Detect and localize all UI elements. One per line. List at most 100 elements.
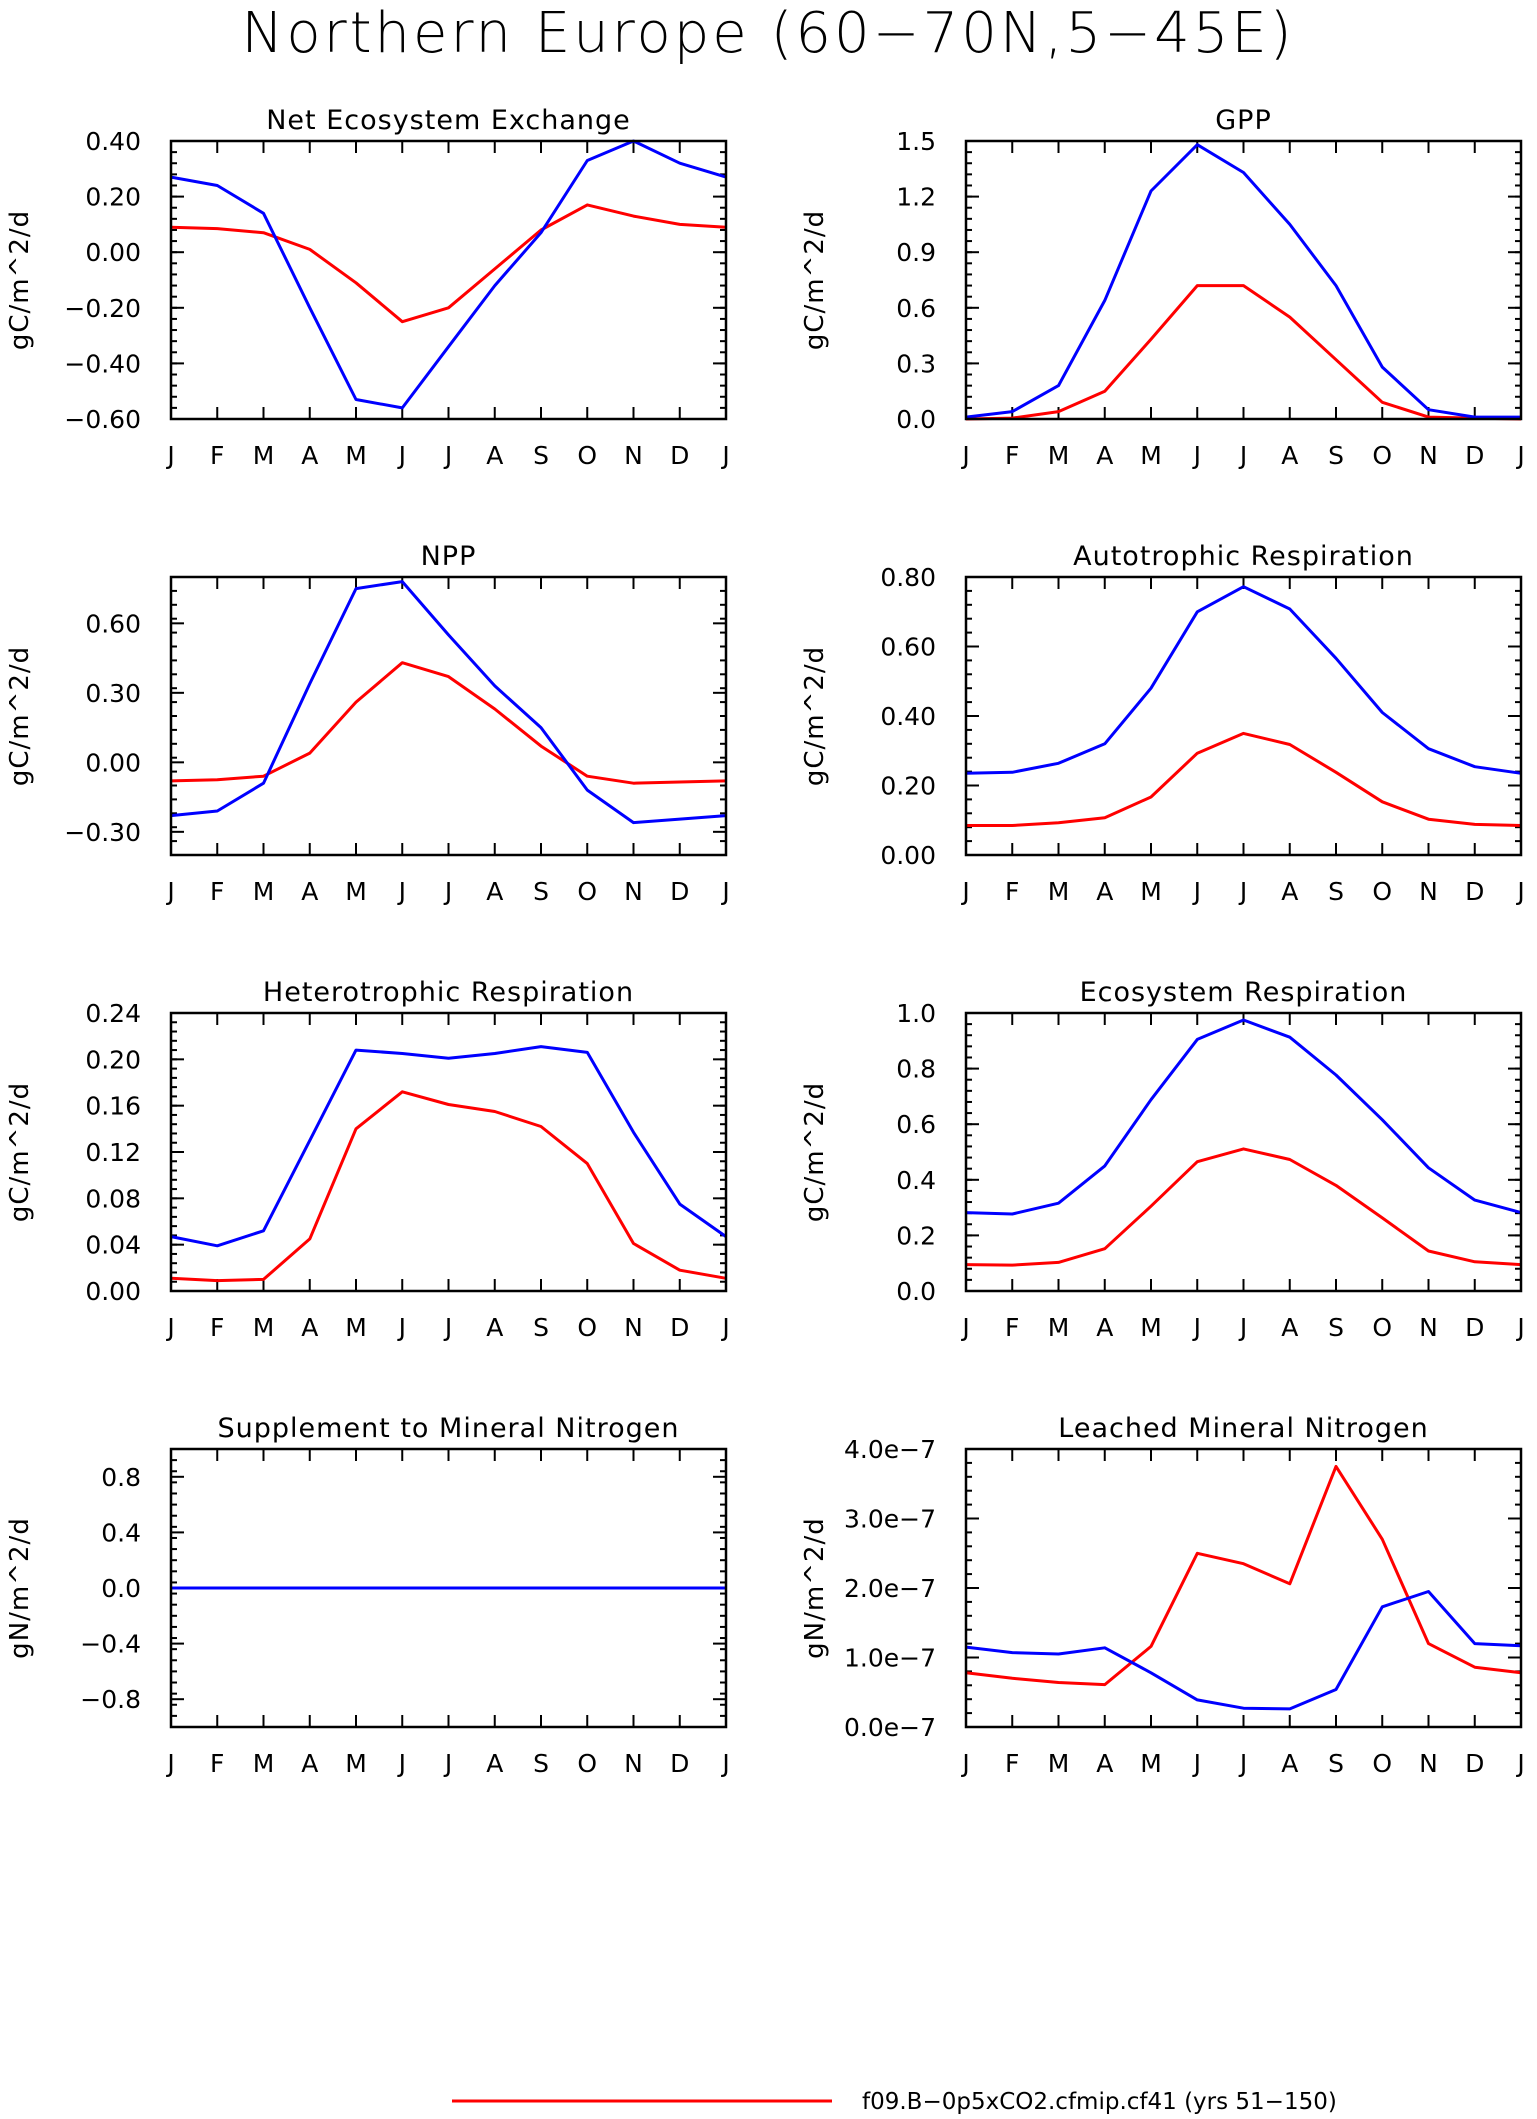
- x-tick-label: J: [720, 1313, 729, 1342]
- x-tick-label: F: [1005, 441, 1019, 470]
- x-tick-label: J: [960, 1749, 969, 1778]
- x-tick-label: O: [577, 441, 597, 470]
- x-tick-label: J: [1238, 1313, 1247, 1342]
- x-tick-label: J: [720, 441, 729, 470]
- y-axis-label: gC/m^2/d: [800, 1082, 830, 1222]
- y-tick-label: −0.30: [64, 818, 141, 847]
- series-line-red: [170, 1090, 727, 1283]
- y-tick-label: 0.12: [85, 1138, 141, 1167]
- x-tick-label: A: [486, 441, 503, 470]
- y-tick-label: 0.4: [101, 1518, 141, 1547]
- plot-frame: [964, 1447, 1523, 1729]
- y-tick-label: 0.00: [85, 748, 141, 777]
- plot-frame: [169, 575, 728, 857]
- x-tick-label: N: [1419, 1749, 1438, 1778]
- series-line-blue: [965, 143, 1521, 419]
- series-line-red: [966, 731, 1522, 827]
- x-tick-label: S: [1328, 1313, 1344, 1342]
- x-tick-label: J: [397, 441, 406, 470]
- y-tick-label: 0.0: [101, 1574, 141, 1603]
- x-tick-label: J: [165, 877, 174, 906]
- y-tick-label: 0.16: [85, 1092, 141, 1121]
- x-tick-label: M: [253, 441, 275, 470]
- y-tick-label: 0.2: [896, 1221, 936, 1250]
- series-line-blue: [170, 1045, 727, 1248]
- x-tick-label: M: [1048, 441, 1070, 470]
- x-tick-label: M: [253, 1749, 275, 1778]
- plot-frame: [964, 575, 1523, 857]
- y-tick-label: −0.20: [64, 294, 141, 323]
- x-tick-label: D: [1465, 1313, 1484, 1342]
- x-tick-label: F: [210, 1313, 224, 1342]
- x-tick-label: M: [1048, 1313, 1070, 1342]
- x-tick-label: M: [253, 877, 275, 906]
- x-tick-label: O: [577, 1749, 597, 1778]
- y-tick-label: 0.0: [896, 1277, 936, 1306]
- series-line-red: [170, 661, 727, 785]
- x-tick-label: J: [443, 1313, 452, 1342]
- y-tick-label: 4.0e−7: [844, 1435, 936, 1464]
- y-tick-label: 0.40: [85, 127, 141, 156]
- x-tick-label: A: [301, 877, 318, 906]
- y-tick-label: 0.3: [896, 349, 936, 378]
- panel-title: Net Ecosystem Exchange: [266, 105, 631, 136]
- x-tick-label: A: [301, 441, 318, 470]
- x-tick-label: N: [1419, 1313, 1438, 1342]
- y-axis-label: gC/m^2/d: [5, 210, 35, 350]
- y-tick-label: 0.20: [85, 183, 141, 212]
- x-tick-label: F: [210, 877, 224, 906]
- y-tick-label: −0.8: [80, 1685, 141, 1714]
- x-tick-label: F: [1005, 1313, 1019, 1342]
- x-tick-label: A: [486, 1749, 503, 1778]
- y-axis-label: gC/m^2/d: [800, 210, 830, 350]
- y-tick-label: 0.30: [85, 679, 141, 708]
- y-tick-label: 0.60: [880, 633, 936, 662]
- series-line-blue: [965, 1018, 1522, 1216]
- x-tick-label: J: [1515, 1749, 1524, 1778]
- x-tick-label: A: [486, 1313, 503, 1342]
- x-tick-label: N: [624, 877, 643, 906]
- y-axis-label: gN/m^2/d: [5, 1517, 35, 1659]
- y-tick-label: −0.40: [64, 349, 141, 378]
- series-line-blue: [170, 580, 727, 825]
- series-line-blue: [965, 585, 1522, 775]
- panel-title: Autotrophic Respiration: [1073, 541, 1414, 572]
- x-tick-label: N: [624, 1313, 643, 1342]
- series-line-blue: [965, 1590, 1522, 1711]
- x-tick-label: D: [1465, 877, 1484, 906]
- y-tick-label: 0.20: [85, 1045, 141, 1074]
- y-tick-label: 0.6: [896, 1110, 936, 1139]
- legend-label: f09.B−0p5xCO2.cfmip.cf41 (yrs 51−150): [862, 2089, 1337, 2115]
- y-tick-label: 0.20: [880, 772, 936, 801]
- x-tick-label: A: [1281, 877, 1298, 906]
- chart-panel-7: Supplement to Mineral Nitrogen gN/m^2/d J F…: [5, 1413, 730, 1778]
- x-tick-label: F: [1005, 1749, 1019, 1778]
- x-tick-label: A: [1096, 1749, 1113, 1778]
- x-tick-label: J: [960, 441, 969, 470]
- y-tick-label: 1.0: [896, 999, 936, 1028]
- panel-title: Leached Mineral Nitrogen: [1058, 1413, 1428, 1444]
- y-tick-label: 0.40: [880, 702, 936, 731]
- x-tick-label: A: [486, 877, 503, 906]
- x-tick-label: J: [960, 877, 969, 906]
- series-line-red: [965, 1464, 1522, 1687]
- x-tick-label: M: [1140, 441, 1162, 470]
- x-tick-label: O: [1372, 877, 1392, 906]
- x-tick-label: A: [1096, 1313, 1113, 1342]
- x-tick-label: A: [1096, 441, 1113, 470]
- x-tick-label: O: [1372, 441, 1392, 470]
- x-tick-label: J: [443, 1749, 452, 1778]
- x-tick-label: D: [1465, 441, 1484, 470]
- x-tick-label: J: [720, 1749, 729, 1778]
- x-tick-label: S: [1328, 441, 1344, 470]
- x-tick-label: A: [1281, 441, 1298, 470]
- series-line-blue: [170, 139, 727, 410]
- x-tick-label: M: [345, 1749, 367, 1778]
